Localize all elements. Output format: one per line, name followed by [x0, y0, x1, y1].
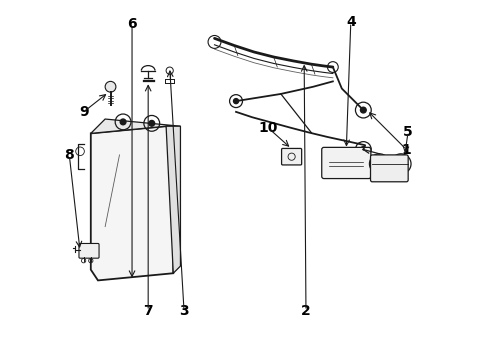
Circle shape	[361, 107, 366, 113]
Text: 2: 2	[301, 304, 311, 318]
Circle shape	[105, 81, 116, 92]
Text: 3: 3	[179, 304, 189, 318]
Polygon shape	[91, 126, 173, 280]
Text: 9: 9	[79, 105, 88, 119]
Text: 5: 5	[403, 125, 413, 139]
Circle shape	[149, 121, 155, 126]
Text: 6: 6	[127, 17, 137, 31]
Circle shape	[361, 147, 366, 152]
Text: 4: 4	[346, 15, 356, 29]
FancyBboxPatch shape	[282, 148, 302, 165]
Text: 10: 10	[259, 121, 278, 135]
FancyBboxPatch shape	[79, 243, 99, 258]
FancyBboxPatch shape	[322, 147, 371, 179]
Text: 7: 7	[144, 304, 153, 318]
Polygon shape	[166, 126, 180, 273]
Circle shape	[234, 99, 239, 104]
Polygon shape	[91, 119, 180, 134]
Circle shape	[120, 119, 126, 125]
FancyBboxPatch shape	[370, 155, 408, 182]
Text: 8: 8	[64, 148, 74, 162]
Text: 1: 1	[401, 143, 411, 157]
